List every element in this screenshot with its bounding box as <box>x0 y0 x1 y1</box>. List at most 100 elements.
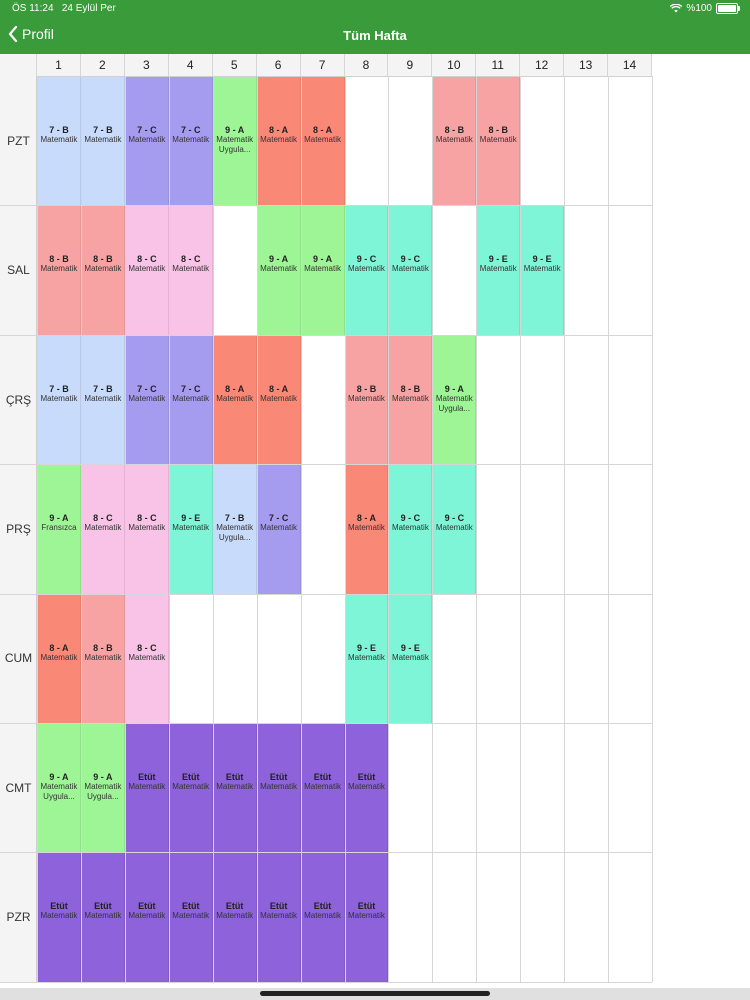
lesson-cell[interactable]: 9 - E Matematik <box>345 594 389 723</box>
period-header-1: 1 <box>37 54 81 76</box>
lesson-cell[interactable]: 7 - B Matematik <box>81 335 125 465</box>
lesson-cell[interactable]: 9 - A Matematik <box>257 206 301 335</box>
lesson-cell[interactable]: 9 - A Matematik Uygula... <box>81 724 125 853</box>
lesson-class: 7 - B <box>49 125 69 135</box>
lesson-cell[interactable]: Etüt Matematik <box>301 724 345 853</box>
lesson-class: 9 - E <box>532 254 552 265</box>
lesson-cell[interactable]: 9 - A Matematik Uygula... <box>38 724 81 853</box>
lesson-cell[interactable]: 9 - C Matematik <box>433 465 477 594</box>
battery-percent: %100 <box>686 3 712 14</box>
grid-line <box>0 981 652 983</box>
grid-line <box>256 76 258 982</box>
lesson-cell[interactable]: Etüt Matematik <box>81 853 125 982</box>
lesson-cell[interactable]: Etüt Matematik <box>169 853 213 982</box>
lesson-cell[interactable]: Etüt Matematik <box>213 853 257 982</box>
lesson-class: 9 - E <box>181 513 201 524</box>
lesson-cell[interactable]: 9 - E Matematik <box>477 206 521 335</box>
lesson-cell[interactable]: 8 - B Matematik <box>345 335 389 465</box>
lesson-class: Etüt <box>138 901 156 912</box>
lesson-subject: Matematik Uygula... <box>40 782 78 801</box>
lesson-cell[interactable]: 9 - E Matematik <box>389 594 433 723</box>
lesson-cell[interactable]: 7 - B Matematik <box>38 335 81 465</box>
period-header-2: 2 <box>81 54 125 76</box>
lesson-cell[interactable]: 9 - E Matematik <box>521 206 565 335</box>
lesson-class: Etüt <box>181 772 200 782</box>
lesson-cell[interactable]: Etüt Matematik <box>345 853 389 982</box>
lesson-cell[interactable]: 9 - C Matematik <box>389 465 433 594</box>
lesson-cell[interactable]: 7 - C Matematik <box>125 335 169 465</box>
lesson-cell[interactable]: 9 - C Matematik <box>389 206 433 335</box>
period-header-10: 10 <box>432 54 477 76</box>
lesson-cell[interactable]: 8 - A Matematik <box>257 335 301 465</box>
lesson-cell[interactable]: 9 - A Matematik Uygula... <box>213 77 257 206</box>
lesson-cell[interactable]: Etüt Matematik <box>38 853 81 982</box>
grid-line <box>432 76 434 982</box>
home-indicator[interactable] <box>260 991 490 996</box>
lesson-subject: Matematik <box>128 393 166 403</box>
lesson-cell[interactable]: 8 - A Matematik <box>38 594 81 723</box>
lesson-class: 9 - E <box>356 642 376 653</box>
nav-bar: ÖS 11:24 24 Eylül Per %100 Profil Tüm Ha… <box>0 0 750 54</box>
status-date: 24 Eylül Per <box>61 3 116 14</box>
period-header-13: 13 <box>564 54 609 76</box>
lesson-cell[interactable]: 8 - B Matematik <box>81 206 125 335</box>
lesson-cell[interactable]: 8 - B Matematik <box>433 77 477 206</box>
lesson-cell[interactable]: 8 - C Matematik <box>125 465 169 594</box>
lesson-subject: Matematik <box>348 264 385 274</box>
lesson-subject: Matematik <box>216 782 254 791</box>
lesson-cell[interactable]: 8 - A Matematik <box>213 335 257 465</box>
lesson-subject: Matematik <box>172 264 210 274</box>
lesson-cell[interactable]: 8 - C Matematik <box>125 206 169 335</box>
lesson-cell[interactable]: 7 - B Matematik <box>38 77 81 206</box>
lesson-cell[interactable]: 9 - A Matematik Uygula... <box>433 335 477 465</box>
lesson-cell[interactable]: 8 - B Matematik <box>81 594 125 723</box>
lesson-class: 7 - B <box>49 383 69 394</box>
lesson-cell[interactable]: 8 - B Matematik <box>389 335 433 465</box>
lesson-cell[interactable]: Etüt Matematik <box>125 853 169 982</box>
lesson-cell[interactable]: 9 - A Fransızca <box>38 465 81 594</box>
lesson-cell[interactable]: Etüt Matematik <box>257 853 301 982</box>
lesson-cell[interactable]: Etüt Matematik <box>213 724 257 853</box>
lesson-cell[interactable]: 8 - C Matematik <box>169 206 213 335</box>
lesson-subject: Matematik <box>216 393 254 403</box>
lesson-cell[interactable]: 8 - A Matematik <box>257 77 301 206</box>
lesson-cell[interactable]: Etüt Matematik <box>257 724 301 853</box>
lesson-cell[interactable]: 7 - C Matematik <box>169 77 213 206</box>
back-button[interactable]: Profil <box>8 26 54 42</box>
lesson-cell[interactable]: 7 - B Matematik Uygula... <box>213 465 257 594</box>
lesson-cell[interactable]: 8 - B Matematik <box>38 206 81 335</box>
period-header-11: 11 <box>476 54 521 76</box>
lesson-cell[interactable]: 7 - C Matematik <box>169 335 213 465</box>
lesson-class: 8 - A <box>225 383 245 394</box>
lesson-cell[interactable]: Etüt Matematik <box>125 724 169 853</box>
lesson-class: 9 - A <box>444 383 464 394</box>
lesson-cell[interactable]: 8 - A Matematik <box>301 77 345 206</box>
lesson-cell[interactable]: Etüt Matematik <box>345 724 389 853</box>
lesson-class: 9 - A <box>93 772 113 782</box>
lesson-cell[interactable]: 8 - C Matematik <box>125 594 169 723</box>
period-header-7: 7 <box>301 54 345 76</box>
lesson-cell[interactable]: 9 - C Matematik <box>345 206 389 335</box>
lesson-cell[interactable]: 8 - A Matematik <box>345 465 389 594</box>
grid-line <box>0 593 652 595</box>
back-label: Profil <box>22 26 54 42</box>
lesson-subject: Matematik <box>84 135 122 144</box>
lesson-cell[interactable]: 9 - A Matematik <box>301 206 345 335</box>
lesson-class: 8 - C <box>180 254 201 265</box>
lesson-cell[interactable]: 7 - B Matematik <box>81 77 125 206</box>
lesson-class: 8 - A <box>49 642 69 653</box>
lesson-cell[interactable]: 9 - E Matematik <box>169 465 213 594</box>
lesson-cell[interactable]: 7 - C Matematik <box>257 465 301 594</box>
lesson-class: Etüt <box>50 901 68 912</box>
lesson-subject: Matematik <box>172 523 210 533</box>
lesson-cell[interactable]: Etüt Matematik <box>301 853 345 982</box>
grid-line <box>520 76 522 982</box>
lesson-cell[interactable]: 7 - C Matematik <box>125 77 169 206</box>
lesson-cell[interactable]: 8 - B Matematik <box>477 77 521 206</box>
lesson-cell[interactable]: Etüt Matematik <box>169 724 213 853</box>
lesson-cell[interactable]: 8 - C Matematik <box>81 465 125 594</box>
status-time: ÖS 11:24 <box>12 3 54 14</box>
header-corner <box>0 54 37 76</box>
lesson-subject: Matematik <box>128 782 166 791</box>
day-label: PZT <box>7 133 30 148</box>
